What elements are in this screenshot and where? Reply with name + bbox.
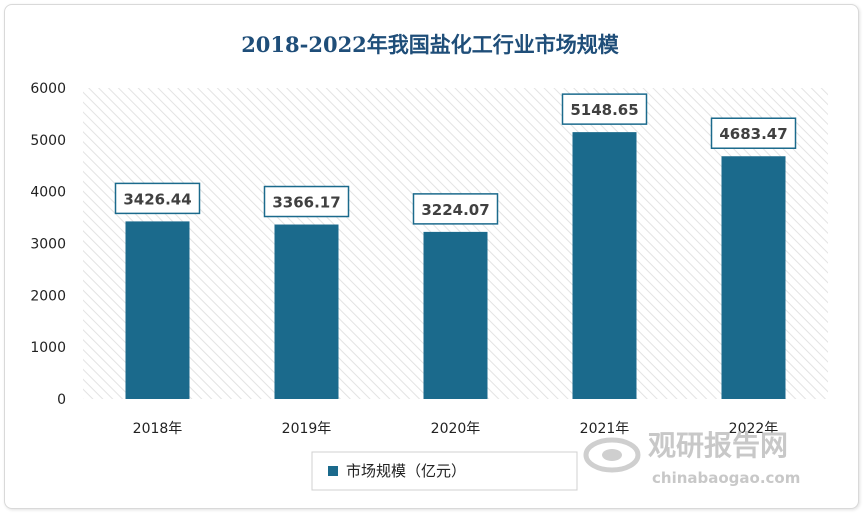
watermark-en: chinabaogao.com [652, 469, 800, 487]
bar [572, 132, 637, 400]
y-tick-label: 6000 [30, 81, 66, 97]
chart-title: 2018-2022年我国盐化工行业市场规模 [241, 32, 620, 57]
legend: 市场规模（亿元） [311, 451, 578, 491]
legend-box [311, 451, 578, 491]
y-tick-label: 3000 [30, 237, 66, 253]
legend-label: 市场规模（亿元） [346, 462, 466, 480]
x-tick-label: 2019年 [282, 421, 332, 437]
y-tick-label: 5000 [30, 133, 66, 149]
y-tick-label: 0 [57, 392, 66, 408]
watermark-logo-icon [583, 437, 641, 473]
bar-series [125, 132, 786, 400]
data-labels: 3426.44 3366.17 3224.07 5148.65 4683.47 [114, 93, 797, 225]
data-label: 5148.65 [570, 101, 638, 119]
y-tick-label: 2000 [30, 288, 66, 304]
data-label: 3366.17 [272, 194, 340, 212]
data-label-box [561, 93, 648, 125]
data-label: 4683.47 [719, 125, 787, 143]
x-tick-label: 2022年 [729, 421, 779, 437]
data-label: 3224.07 [421, 201, 489, 219]
data-label-box [114, 182, 201, 215]
x-tick-label: 2020年 [431, 421, 481, 437]
data-label: 3426.44 [123, 190, 191, 208]
y-axis: 0 1000 2000 3000 4000 5000 6000 [30, 81, 66, 408]
data-label-box [263, 185, 350, 218]
legend-swatch [328, 466, 338, 476]
x-axis: 2018年 2019年 2020年 2021年 2022年 [133, 421, 779, 437]
bar [125, 221, 190, 399]
watermark-cn: 观研报告网 [648, 429, 788, 462]
bar [721, 156, 786, 399]
y-tick-label: 1000 [30, 340, 66, 356]
data-label-box [710, 117, 797, 149]
watermark: 观研报告网 chinabaogao.com [583, 429, 800, 487]
bar [274, 224, 339, 399]
bar [423, 231, 488, 399]
x-tick-label: 2018年 [133, 421, 183, 437]
data-label-box [412, 193, 499, 225]
x-tick-label: 2021年 [580, 421, 630, 437]
y-tick-label: 4000 [30, 185, 66, 201]
